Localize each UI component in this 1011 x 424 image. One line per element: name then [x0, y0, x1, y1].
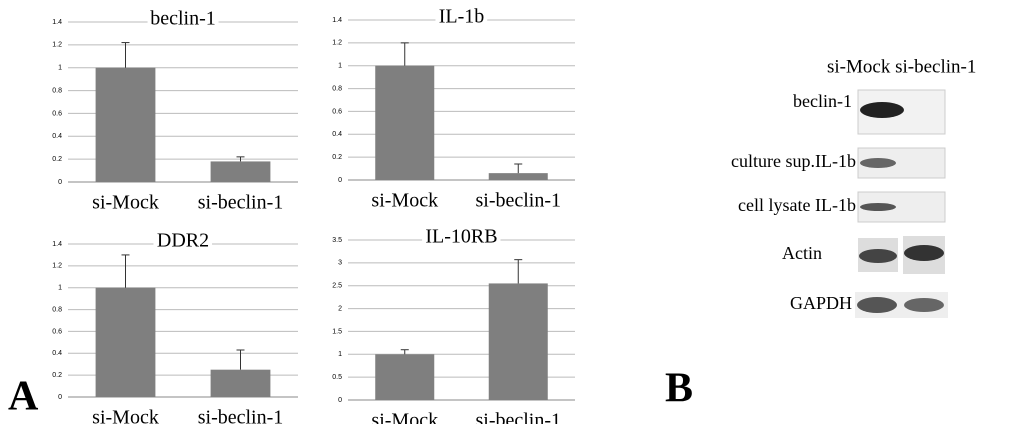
- x-tick-label: si-Mock: [92, 192, 159, 214]
- x-tick-label: si-beclin-1: [198, 407, 284, 424]
- y-tick-label: 3: [338, 260, 342, 267]
- blot-row-label: cell lysate IL-1b: [738, 195, 856, 215]
- figure: A B si-Mock si-beclin-1 beclin-1 culture…: [0, 0, 1011, 424]
- x-tick-label: si-beclin-1: [475, 410, 561, 424]
- y-tick-label: 1.5: [332, 328, 342, 335]
- y-tick-label: 0.2: [52, 372, 62, 379]
- y-tick-label: 0: [58, 179, 62, 186]
- bar: [375, 66, 434, 180]
- chart-title: IL-10RB: [425, 226, 497, 248]
- y-tick-label: 0.6: [52, 110, 62, 117]
- y-tick-label: 0: [338, 397, 342, 404]
- y-tick-label: 1.2: [52, 42, 62, 49]
- chart-title: beclin-1: [150, 8, 216, 30]
- x-tick-label: si-Mock: [371, 410, 438, 424]
- y-tick-label: 0.6: [52, 328, 62, 335]
- y-tick-label: 0.6: [332, 108, 342, 115]
- y-tick-label: 2.5: [332, 283, 342, 290]
- y-tick-label: 0: [58, 394, 62, 401]
- blot-row-label: Actin: [782, 243, 822, 263]
- y-tick-label: 0.8: [52, 87, 62, 94]
- panel-label: A: [8, 374, 39, 420]
- bar: [96, 68, 156, 182]
- x-tick-label: si-Mock: [92, 407, 159, 424]
- blot-row-label: beclin-1: [793, 91, 852, 111]
- y-tick-label: 1.2: [332, 40, 342, 47]
- y-tick-label: 1: [58, 65, 62, 72]
- y-tick-label: 1: [338, 351, 342, 358]
- y-tick-label: 1.4: [52, 19, 62, 26]
- blot-images: [855, 90, 948, 318]
- y-tick-label: 0.4: [52, 133, 62, 140]
- panel-label: B: [665, 366, 693, 412]
- blot-header: si-Mock si-beclin-1: [827, 56, 976, 77]
- bar: [211, 161, 271, 182]
- bar: [375, 354, 434, 400]
- bar: [96, 288, 156, 397]
- y-tick-label: 3.5: [332, 237, 342, 244]
- chart-title: DDR2: [157, 230, 209, 252]
- y-tick-label: 0.4: [52, 350, 62, 357]
- y-tick-label: 0.4: [332, 131, 342, 138]
- x-tick-label: si-beclin-1: [475, 190, 561, 212]
- y-tick-label: 1.4: [332, 17, 342, 24]
- y-tick-label: 1: [58, 285, 62, 292]
- x-tick-label: si-beclin-1: [198, 192, 284, 214]
- y-tick-label: 2: [338, 305, 342, 312]
- blot-row-label: culture sup.IL-1b: [731, 151, 856, 171]
- bar: [211, 370, 271, 397]
- y-tick-label: 0.8: [52, 306, 62, 313]
- bar: [489, 283, 548, 400]
- chart-title: IL-1b: [439, 6, 485, 28]
- y-tick-label: 0: [338, 177, 342, 184]
- y-tick-label: 0.2: [52, 156, 62, 163]
- blot-row-label: GAPDH: [790, 293, 852, 313]
- y-tick-label: 1: [338, 63, 342, 70]
- bar: [489, 173, 548, 180]
- y-tick-label: 0.8: [332, 85, 342, 92]
- y-tick-label: 1.4: [52, 241, 62, 248]
- y-tick-label: 0.2: [332, 154, 342, 161]
- x-tick-label: si-Mock: [371, 190, 438, 212]
- y-tick-label: 0.5: [332, 374, 342, 381]
- y-tick-label: 1.2: [52, 263, 62, 270]
